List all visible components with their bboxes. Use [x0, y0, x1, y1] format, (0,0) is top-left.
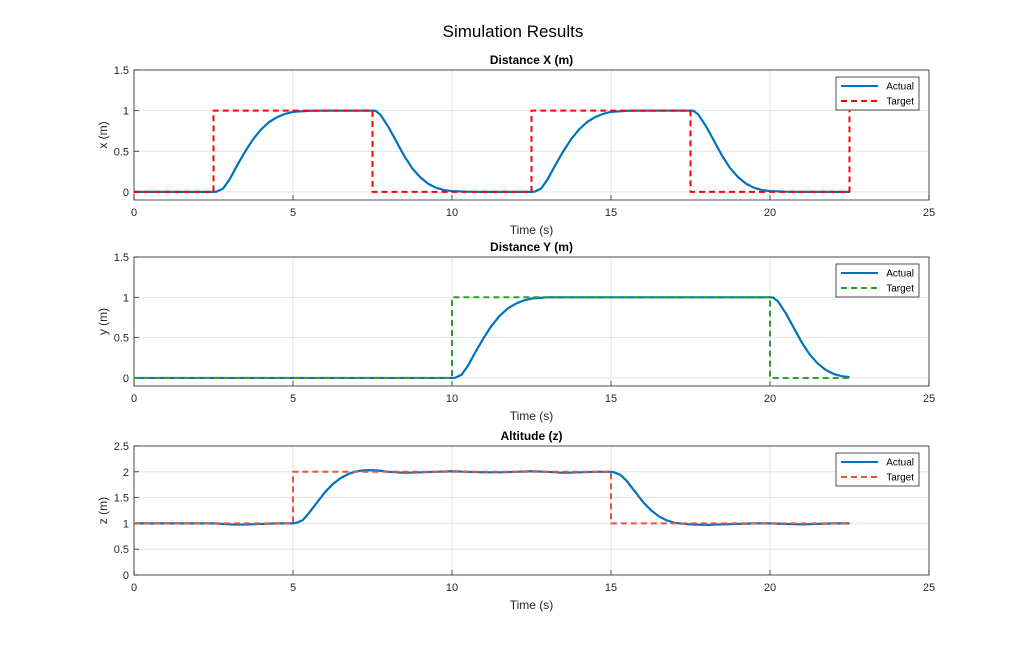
x-tick-label: 5 — [290, 582, 296, 594]
x-tick-label: 15 — [605, 393, 617, 405]
x-tick-label: 5 — [290, 207, 296, 219]
legend-label-target: Target — [886, 97, 914, 108]
series-line-target — [134, 109, 851, 193]
axes-frame — [133, 256, 930, 387]
subplot-3: 0 5 10 15 20 25 0 0.5 1 1.5 2 2.5 Altitude (z) Time (… — [96, 429, 935, 612]
series-line-actual — [134, 109, 850, 193]
series-line-actual — [134, 296, 850, 380]
subplot-1: 0 5 10 15 20 25 0 0.5 1 1.5 Distance X (m) Time (s)… — [96, 53, 935, 237]
series-line-target — [134, 296, 850, 379]
x-tick-label: 25 — [923, 207, 935, 219]
legend: Actual Target — [835, 76, 920, 111]
subplot-2: 0 5 10 15 20 25 0 0.5 1 1.5 Distance Y (m) Time (s)… — [96, 240, 935, 423]
y-axis-label: x (m) — [96, 121, 110, 148]
y-tick-label: 2.5 — [114, 441, 129, 453]
x-tick-label: 25 — [923, 582, 935, 594]
legend-box — [835, 263, 920, 298]
x-tick-label: 15 — [605, 582, 617, 594]
x-axis-label: Time (s) — [510, 409, 554, 423]
x-tick-label: 0 — [131, 393, 137, 405]
x-tick-label: 25 — [923, 393, 935, 405]
y-tick-label: 2 — [123, 467, 129, 479]
axes-frame — [133, 69, 930, 201]
x-axis-label: Time (s) — [510, 598, 554, 612]
legend-box — [835, 76, 920, 111]
y-tick-label: 1 — [123, 518, 129, 530]
x-tick-label: 5 — [290, 393, 296, 405]
series-line-actual — [134, 469, 850, 527]
y-tick-label: 1.5 — [114, 65, 129, 77]
x-tick-label: 20 — [764, 207, 776, 219]
axes-frame — [133, 445, 930, 576]
y-tick-label: 1.5 — [114, 252, 129, 264]
y-tick-label: 1.5 — [114, 493, 129, 505]
y-tick-label: 0 — [123, 373, 129, 385]
y-axis-label: z (m) — [96, 497, 110, 524]
legend-box — [835, 452, 920, 487]
y-tick-label: 1 — [123, 292, 129, 304]
y-tick-label: 0 — [123, 187, 129, 199]
plot-area — [134, 446, 929, 575]
x-tick-label: 0 — [131, 207, 137, 219]
y-tick-label: 0.5 — [114, 333, 129, 345]
x-tick-label: 10 — [446, 582, 458, 594]
x-tick-label: 15 — [605, 207, 617, 219]
y-tick-label: 0.5 — [114, 146, 129, 158]
y-tick-label: 0 — [123, 570, 129, 582]
legend-label-actual: Actual — [886, 82, 914, 93]
legend-label-actual: Actual — [886, 458, 914, 469]
legend-label-target: Target — [886, 473, 914, 484]
legend: Actual Target — [835, 452, 920, 487]
subplot-title: Distance Y (m) — [490, 240, 573, 254]
x-tick-label: 10 — [446, 207, 458, 219]
subplot-title: Altitude (z) — [501, 429, 563, 443]
series-line-target — [134, 470, 850, 525]
y-tick-label: 1 — [123, 106, 129, 118]
x-tick-label: 10 — [446, 393, 458, 405]
x-axis-label: Time (s) — [510, 223, 554, 237]
figure-title: Simulation Results — [443, 22, 584, 41]
y-axis-label: y (m) — [96, 308, 110, 335]
subplot-title: Distance X (m) — [490, 53, 573, 67]
legend-label-target: Target — [886, 284, 914, 295]
x-tick-label: 20 — [764, 393, 776, 405]
y-tick-label: 0.5 — [114, 544, 129, 556]
x-tick-label: 20 — [764, 582, 776, 594]
legend-label-actual: Actual — [886, 269, 914, 280]
x-tick-label: 0 — [131, 582, 137, 594]
legend: Actual Target — [835, 263, 920, 298]
plot-area — [134, 257, 929, 386]
